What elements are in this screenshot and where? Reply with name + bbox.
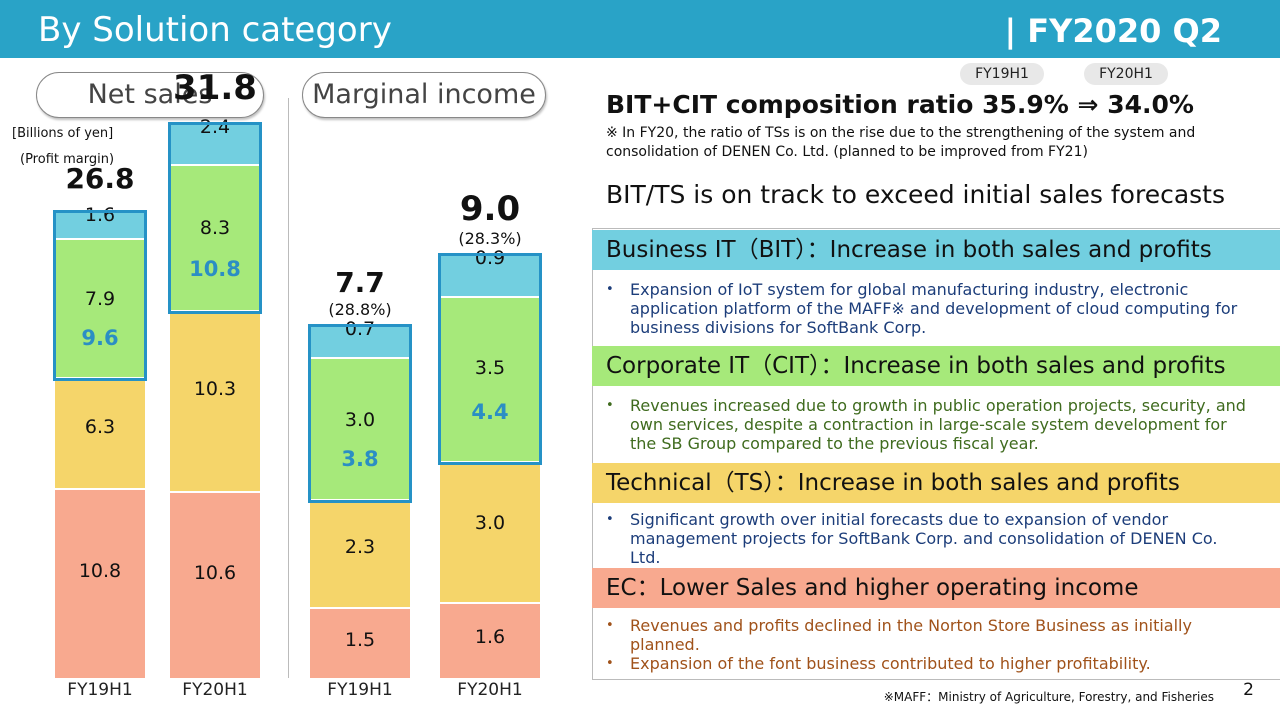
ts-bullet: Significant growth over initial forecast… <box>602 510 1252 567</box>
bar-value-label: 1.6 <box>84 203 116 226</box>
bar-total-label: 26.8 <box>65 161 135 195</box>
net-sales-pill: Net sales <box>36 72 264 118</box>
bar-segment-corporate <box>55 240 145 380</box>
bar-segment-business <box>55 211 145 240</box>
bar-segment-ec <box>170 493 260 680</box>
header-bar <box>0 0 1280 58</box>
bar-segment-technical <box>440 462 540 605</box>
segment-panel <box>592 228 1280 680</box>
x-tick-label: FY20H1 <box>457 680 523 700</box>
cit-bullet: Revenues increased due to growth in publ… <box>602 396 1252 453</box>
bit-bullet: Expansion of IoT system for global manuf… <box>602 280 1252 337</box>
bar-value-label: 10.8 <box>78 559 122 582</box>
maff-footnote: ※MAFF：Ministry of Agriculture, Forestry,… <box>883 690 1214 704</box>
x-tick-label: FY20H1 <box>182 680 248 700</box>
period-label: | FY2020 Q2 <box>1004 12 1222 50</box>
bar-segment-technical <box>170 312 260 494</box>
bar-segment-corporate <box>170 166 260 313</box>
ratio-note: ※ In FY20, the ratio of TSs is on the ri… <box>606 125 1196 160</box>
bar-total-label: 31.8 <box>173 67 257 108</box>
bar-value-label: 1.5 <box>344 628 376 651</box>
marginal-income-pill: Marginal income <box>302 72 546 118</box>
bar-value-label: 2.3 <box>344 536 376 559</box>
bar-segment-corporate <box>310 359 410 501</box>
profit-margin-value: (28.3%) <box>458 229 522 249</box>
bit-bullets: Expansion of IoT system for global manuf… <box>602 280 1252 337</box>
bit-cit-sum-label: 9.6 <box>81 326 119 351</box>
ec-band: EC：Lower Sales and higher operating inco… <box>592 568 1280 608</box>
ec-bullet-1: Revenues and profits declined in the Nor… <box>602 616 1252 654</box>
bar-value-label: 0.7 <box>344 318 376 340</box>
bar-total-label: 7.7 <box>335 266 385 299</box>
bar-segment-business <box>170 123 260 167</box>
bit-cit-sum-label: 4.4 <box>471 400 509 425</box>
chart-divider <box>288 98 289 678</box>
bit-cit-sum-label: 3.8 <box>341 446 379 471</box>
bar-value-label: 2.4 <box>199 115 231 138</box>
bar-value-label: 7.9 <box>84 288 116 311</box>
bar-segment-ec <box>440 604 540 680</box>
x-tick-label: FY19H1 <box>67 680 133 700</box>
bit-cit-outline <box>308 324 412 503</box>
profit-margin-label: (Profit margin) <box>20 152 115 167</box>
page-number: 2 <box>1243 680 1254 700</box>
cit-bullets: Revenues increased due to growth in publ… <box>602 396 1252 453</box>
x-tick-label: FY19H1 <box>327 680 393 700</box>
bar-value-label: 1.6 <box>474 626 506 649</box>
ec-bullet-2: Expansion of the font business contribut… <box>602 654 1252 673</box>
bar-value-label: 10.3 <box>193 378 237 401</box>
forecast-heading: BIT/TS is on track to exceed initial sal… <box>606 180 1226 209</box>
bit-cit-sum-label: 10.8 <box>189 256 241 281</box>
tag-fy19h1: FY19H1 <box>960 63 1044 85</box>
bar-total-label: 9.0 <box>459 189 521 230</box>
bar-value-label: 3.0 <box>474 512 506 535</box>
ts-bullets: Significant growth over initial forecast… <box>602 510 1252 567</box>
bar-segment-business <box>440 255 540 298</box>
bit-cit-outline <box>438 253 542 465</box>
bar-segment-corporate <box>440 297 540 463</box>
bar-value-label: 3.5 <box>474 357 506 380</box>
profit-margin-value: (28.8%) <box>328 300 392 319</box>
bar-value-label: 8.3 <box>199 217 231 240</box>
bar-value-label: 0.9 <box>474 247 506 270</box>
bit-cit-outline <box>168 121 262 315</box>
bar-segment-business <box>310 326 410 360</box>
cit-band: Corporate IT（CIT）：Increase in both sales… <box>592 346 1280 386</box>
bar-value-label: 10.6 <box>193 561 237 584</box>
ratio-heading: BIT+CIT composition ratio 35.9% ⇒ 34.0% <box>606 90 1194 119</box>
bit-cit-outline <box>53 209 147 382</box>
ec-bullets: Revenues and profits declined in the Nor… <box>602 616 1252 673</box>
bar-segment-ec <box>310 609 410 680</box>
tag-fy20h1: FY20H1 <box>1084 63 1168 85</box>
bar-segment-technical <box>310 500 410 610</box>
bar-segment-technical <box>55 379 145 490</box>
bar-value-label: 6.3 <box>84 415 116 438</box>
bar-value-label: 3.0 <box>344 408 376 431</box>
unit-label: [Billions of yen] <box>12 126 114 141</box>
bit-band: Business IT（BIT）：Increase in both sales … <box>592 230 1280 270</box>
page-title: By Solution category <box>38 10 392 50</box>
bar-segment-ec <box>55 489 145 680</box>
ts-band: Technical（TS）：Increase in both sales and… <box>592 463 1280 503</box>
